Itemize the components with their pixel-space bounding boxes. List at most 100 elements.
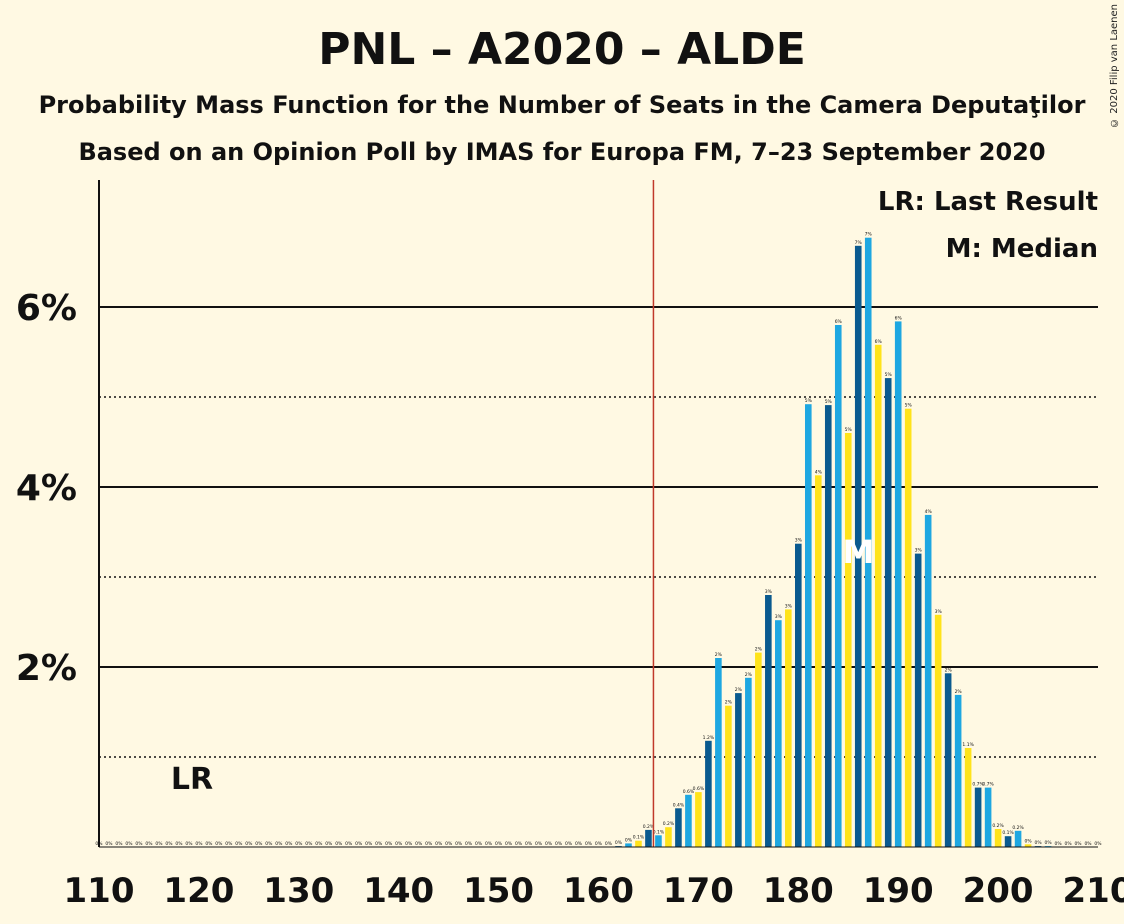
bar-value-label: 0%	[345, 841, 353, 847]
bar-value-label: 4%	[815, 469, 823, 475]
bar-value-label: 0%	[375, 841, 383, 847]
bar-seat-179	[785, 609, 792, 847]
bar-value-label: 0%	[295, 841, 303, 847]
bar-value-label: 0.7%	[972, 782, 984, 788]
bar-value-label: 0%	[1094, 841, 1102, 847]
bar-seat-190	[894, 321, 902, 847]
bar-value-label: 0%	[235, 841, 243, 847]
bar-value-label: 0%	[555, 841, 563, 847]
bar-value-label: 0%	[615, 840, 623, 846]
bar-value-label: 5%	[825, 399, 833, 405]
bar-value-label: 2%	[735, 687, 743, 693]
y-tick-label: 2%	[16, 648, 77, 689]
bar-value-label: 0%	[195, 841, 203, 847]
bar-seat-177	[765, 595, 772, 847]
bar-value-label: 0%	[205, 841, 213, 847]
bar-value-label: 0%	[625, 837, 633, 843]
bar-value-label: 0%	[355, 841, 363, 847]
bar-value-label: 0.6%	[683, 789, 695, 795]
bar-value-label: 5%	[905, 403, 913, 409]
x-tick-label: 160	[563, 871, 634, 911]
bar-seat-194	[934, 614, 942, 847]
legend-entry: LR: Last Result	[878, 187, 1098, 217]
bar-value-label: 0%	[385, 841, 393, 847]
bar-value-label: 4%	[925, 509, 933, 515]
bar-seat-176	[755, 652, 762, 847]
x-tick-label: 200	[963, 871, 1034, 911]
bar-value-label: 1.2%	[703, 735, 715, 741]
bar-seat-181	[804, 404, 812, 847]
bar-value-label: 0%	[1074, 841, 1082, 847]
x-tick-label: 210	[1063, 871, 1124, 911]
bar-seat-193	[924, 514, 932, 847]
x-tick-label: 120	[163, 871, 234, 911]
bars: 0% 0% 0% 0% 0% 0% 0% 0% 0% 0% 0% 0% 0% 0% 0% 0% 0% 0% 0% 0%…	[95, 232, 1102, 848]
chart-subtitle: Probability Mass Function for the Number…	[38, 91, 1086, 119]
x-tick-label: 170	[663, 871, 734, 911]
bar-value-label: 0.4%	[673, 802, 685, 808]
bar-value-label: 0%	[585, 841, 593, 847]
bar-value-label: 0.2%	[663, 821, 675, 827]
bar-seat-200	[994, 829, 1002, 847]
bar-value-label: 0%	[365, 841, 373, 847]
bar-seat-167	[665, 827, 672, 847]
bar-value-label: 0%	[245, 841, 253, 847]
bar-value-label: 0%	[315, 841, 323, 847]
bar-seat-182	[814, 475, 822, 847]
bar-value-label: 0%	[455, 841, 463, 847]
bar-seat-168	[675, 808, 682, 847]
x-tick-label: 190	[863, 871, 934, 911]
bar-value-label: 0%	[255, 841, 263, 847]
bar-seat-170	[695, 792, 702, 847]
bar-seat-185	[844, 433, 852, 847]
bar-seat-164	[635, 840, 642, 847]
bar-value-label: 0%	[405, 841, 413, 847]
bar-value-label: 2%	[945, 667, 953, 673]
bar-seat-188	[874, 344, 882, 847]
bar-value-label: 5%	[805, 398, 813, 404]
bar-seat-199	[984, 787, 992, 847]
bar-value-label: 0%	[1064, 841, 1072, 847]
bar-value-label: 0%	[1024, 838, 1032, 844]
x-tick-label: 110	[64, 871, 135, 911]
bar-value-label: 0%	[305, 841, 313, 847]
bar-value-label: 3%	[795, 538, 803, 544]
bar-value-label: 0%	[115, 841, 123, 847]
bar-value-label: 0%	[215, 841, 223, 847]
axes: 2% 4% 6% 110 120 130 140 150 160 170 180 190 200 210	[16, 180, 1124, 911]
bar-value-label: 0%	[225, 841, 233, 847]
bar-value-label: 0%	[595, 841, 603, 847]
bar-seat-187	[864, 237, 872, 847]
bar-value-label: 3%	[915, 548, 923, 554]
bar-value-label: 0.1%	[633, 835, 645, 841]
bar-value-label: 5%	[845, 427, 853, 433]
bar-seat-198	[974, 787, 982, 847]
bar-value-label: 0%	[105, 841, 113, 847]
bar-value-label: 0.2%	[1012, 825, 1024, 831]
bar-value-label: 0%	[435, 841, 443, 847]
y-tick-label: 4%	[16, 468, 77, 509]
bar-value-label: 0.2%	[992, 823, 1004, 829]
bar-value-label: 0%	[475, 841, 483, 847]
bar-seat-173	[725, 705, 732, 847]
bar-value-label: 0%	[495, 841, 503, 847]
bar-value-label: 2%	[725, 700, 733, 706]
bar-value-label: 2%	[715, 652, 723, 658]
gridlines	[99, 306, 1098, 758]
bar-value-label: 0%	[165, 841, 173, 847]
bar-seat-183	[824, 405, 832, 847]
bar-seat-178	[775, 620, 782, 847]
bar-value-label: 0%	[505, 841, 513, 847]
bar-value-label: 2%	[745, 672, 753, 678]
bar-value-label: 0%	[485, 841, 493, 847]
bar-value-label: 0%	[425, 841, 433, 847]
bar-seat-180	[795, 543, 802, 847]
bar-value-label: 0.7%	[982, 782, 994, 788]
bar-seat-196	[954, 694, 962, 847]
bar-value-label: 0%	[1034, 840, 1042, 846]
bar-value-label: 2%	[955, 689, 963, 695]
bar-value-label: 0%	[335, 841, 343, 847]
y-tick-label: 6%	[16, 288, 77, 329]
bar-seat-166	[655, 835, 662, 847]
